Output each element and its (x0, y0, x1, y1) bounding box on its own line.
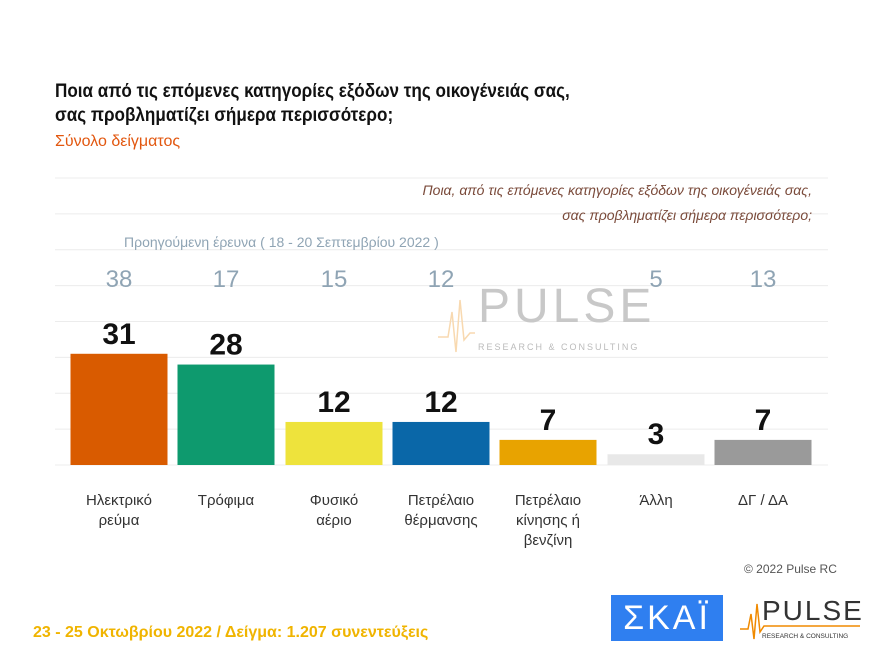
previous-value-label: 13 (750, 266, 777, 293)
previous-value-label: 12 (428, 266, 455, 293)
pulse-watermark-wave (438, 299, 475, 353)
previous-value-label: 15 (321, 266, 348, 293)
category-label: ρεύμα (99, 512, 140, 529)
bar-value-label: 7 (540, 404, 557, 437)
question-line-2: σας προβληματίζει σήμερα περισσότερο; (562, 207, 812, 223)
category-label: Ηλεκτρικό (86, 492, 152, 509)
svg-text:RESEARCH & CONSULTING: RESEARCH & CONSULTING (762, 633, 848, 640)
bar (499, 439, 597, 465)
svg-text:PULSE: PULSE (762, 595, 864, 626)
pulse-watermark-sub: RESEARCH & CONSULTING (478, 342, 639, 352)
previous-value-label: 17 (213, 266, 240, 293)
title-line-2: σας προβληματίζει σήμερα περισσότερο; (55, 105, 394, 126)
pulse-watermark: PULSE (478, 280, 655, 333)
bar-value-label: 31 (102, 318, 135, 351)
subtitle: Σύνολο δείγματος (55, 133, 181, 150)
category-label: αέριο (316, 512, 352, 529)
question-line-1: Ποια, από τις επόμενες κατηγορίες εξόδων… (422, 182, 812, 198)
category-label: θέρμανσης (404, 512, 477, 529)
pulse-logo: PULSE RESEARCH & CONSULTING (740, 595, 864, 640)
copyright: © 2022 Pulse RC (744, 562, 837, 576)
category-label: Τρόφιμα (198, 492, 255, 509)
bar (177, 364, 275, 465)
footer-date-sample: 23 - 25 Οκτωβρίου 2022 / Δείγμα: 1.207 σ… (33, 624, 429, 641)
bar-value-label: 3 (648, 418, 665, 451)
page-title: Ποια από τις επόμενες κατηγορίες εξόδων … (55, 80, 570, 128)
previous-value-label: 5 (649, 266, 662, 293)
category-label: βενζίνη (524, 532, 573, 549)
previous-survey-label: Προηγούμενη έρευνα ( 18 - 20 Σεπτεμβρίου… (124, 234, 439, 250)
category-label: Πετρέλαιο (515, 492, 581, 509)
bar (285, 421, 383, 465)
bar (392, 421, 490, 465)
previous-value-label: 38 (106, 266, 133, 293)
bar (607, 454, 705, 465)
category-label: Πετρέλαιο (408, 492, 474, 509)
skai-logo: ΣΚΑΪ (611, 595, 723, 641)
bar (714, 439, 812, 465)
category-label: Άλλη (639, 492, 672, 509)
title-line-1: Ποια από τις επόμενες κατηγορίες εξόδων … (55, 81, 570, 102)
bar (70, 353, 168, 465)
question-text: Ποια, από τις επόμενες κατηγορίες εξόδων… (423, 178, 812, 228)
bar-value-label: 12 (424, 386, 457, 419)
bar-value-label: 7 (755, 404, 772, 437)
bar-chart: 31 Ηλεκτρικό ρεύμα 38 28 Τρόφιμα 17 12 Φυσικό αέρ… (55, 177, 828, 549)
bar-value-label: 28 (209, 329, 242, 362)
category-label: Φυσικό (310, 492, 358, 509)
category-label: ΔΓ / ΔΑ (738, 492, 788, 509)
bar-value-label: 12 (317, 386, 350, 419)
category-label: κίνησης ή (516, 512, 580, 529)
